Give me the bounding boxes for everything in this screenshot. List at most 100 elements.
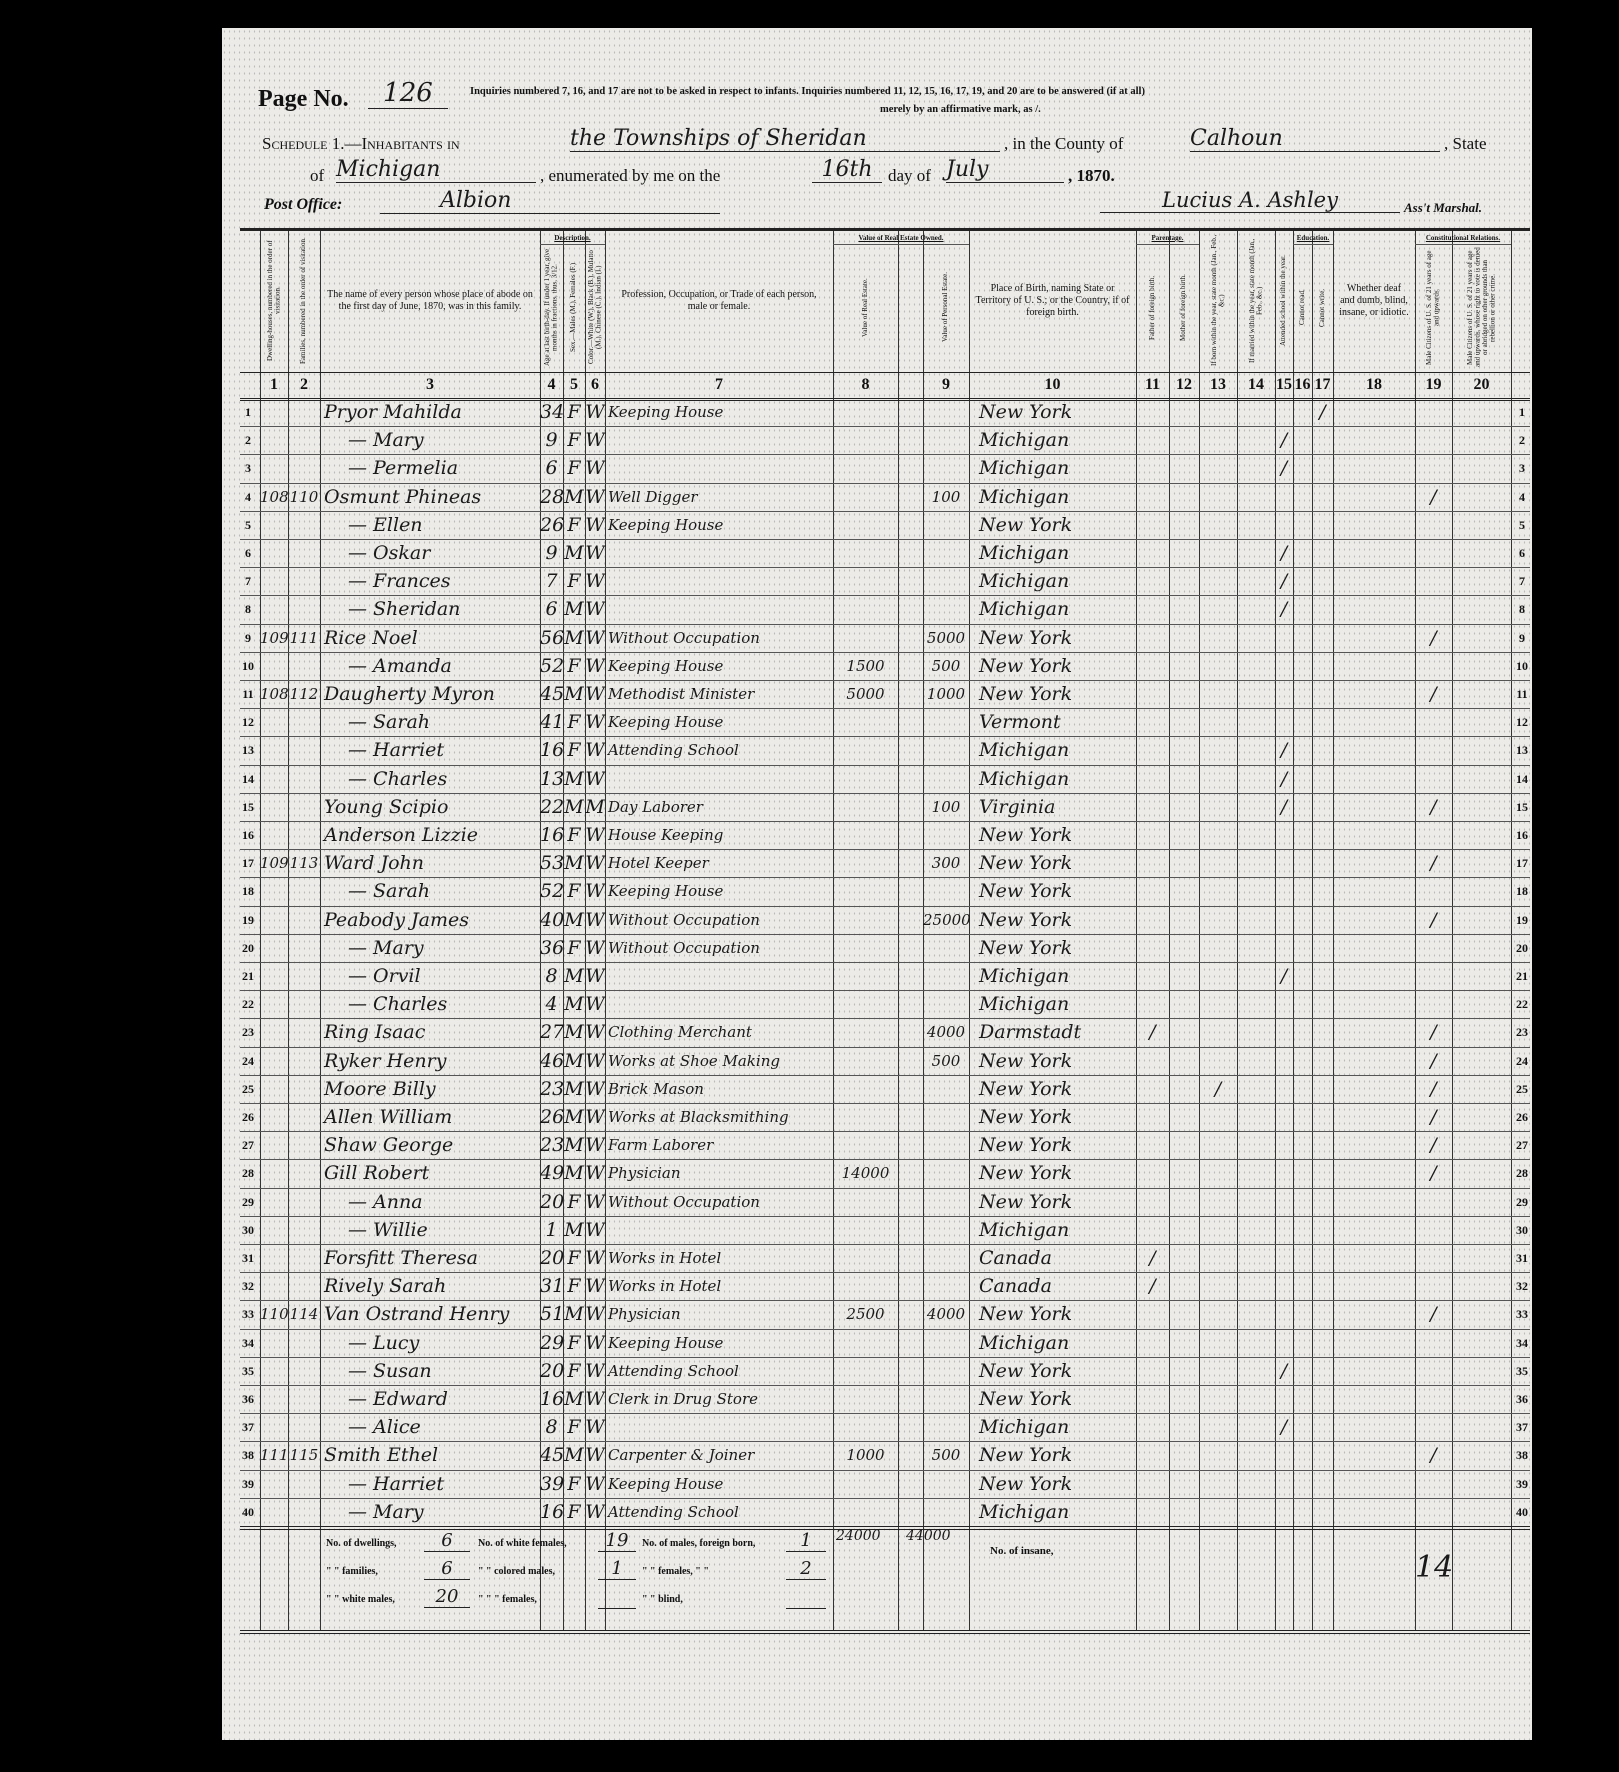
row-rule [240, 539, 1530, 540]
attended-school-mark: / [1280, 429, 1288, 452]
marshal-label: Ass't Marshal. [1404, 200, 1483, 215]
column-header-c2: Families, numbered in the order of visit… [288, 232, 320, 369]
column-header-text: If married within the year, state month … [1247, 238, 1264, 363]
page-number: 126 [368, 78, 448, 109]
birthplace: Michigan [979, 570, 1070, 593]
sex: F [567, 739, 581, 762]
line-number-right: 8 [1519, 602, 1525, 617]
line-number-right: 27 [1516, 1138, 1528, 1153]
insane-label: No. of insane, [990, 1545, 1054, 1557]
column-number: 16 [1294, 376, 1311, 393]
sex: F [567, 654, 581, 677]
father-foreign-mark: / [1149, 1021, 1156, 1044]
column-divider [969, 228, 970, 1630]
family-number: 112 [289, 685, 319, 703]
page-label: Page No. [258, 86, 349, 112]
state-field: Michigan [336, 157, 536, 183]
color: W [585, 1077, 605, 1100]
sex: F [567, 1416, 581, 1439]
line-number-right: 20 [1516, 940, 1528, 955]
row-rule [240, 708, 1530, 710]
age: 8 [545, 965, 558, 987]
color: W [585, 852, 605, 875]
sex: M [564, 1303, 584, 1326]
sex: M [564, 1218, 584, 1241]
row-rule [240, 595, 1530, 597]
line-number-left: 20 [242, 940, 254, 955]
column-divider [540, 228, 541, 1630]
occupation: Keeping House [608, 515, 724, 534]
personal-estate-value: 300 [931, 854, 961, 873]
line-number-right: 29 [1516, 1194, 1528, 1209]
attended-school-mark: / [1280, 457, 1288, 480]
color: W [585, 626, 605, 649]
column-number: 18 [1366, 376, 1382, 393]
families-count: 6 [424, 1558, 470, 1580]
column-header-c18: Whether deaf and dumb, blind, insane, or… [1333, 232, 1415, 369]
number-row-rule [240, 398, 1530, 401]
sex: F [567, 880, 581, 903]
sex: M [564, 1049, 584, 1072]
person-name: Forsfitt Theresa [324, 1247, 478, 1269]
schedule-label: Schedule 1.—Inhabitants in [262, 134, 460, 153]
column-header-c11: Father of foreign birth. [1136, 246, 1169, 369]
occupation: Keeping House [608, 656, 724, 675]
row-rule [240, 567, 1530, 569]
row-rule [240, 764, 1530, 766]
age: 16 [540, 824, 565, 846]
age: 16 [540, 1388, 565, 1410]
color: W [585, 1049, 605, 1072]
occupation: Without Occupation [608, 910, 760, 929]
birthplace: Virginia [979, 795, 1056, 818]
person-name: Rively Sarah [324, 1275, 447, 1298]
line-number-right: 26 [1516, 1110, 1528, 1124]
family-number: 111 [289, 628, 319, 647]
birthplace: Michigan [979, 965, 1070, 987]
color: W [585, 654, 605, 677]
families-label: " " families, [326, 1566, 378, 1577]
dwelling-number: 108 [260, 487, 289, 506]
birthplace: New York [979, 1106, 1073, 1128]
column-divider [923, 228, 924, 1630]
row-rule [240, 1215, 1530, 1217]
age: 56 [540, 626, 565, 649]
column-header-text: Age at last birth-day. If under 1 year, … [543, 248, 559, 367]
row-rule [240, 1103, 1530, 1104]
real-estate-value: 14000 [841, 1164, 890, 1183]
line-number-left: 7 [245, 574, 251, 589]
age: 16 [540, 739, 565, 762]
sex: F [567, 570, 581, 593]
color: W [585, 1162, 605, 1185]
color: W [585, 1021, 605, 1044]
attended-school-mark: / [1280, 542, 1288, 564]
sex: M [564, 1444, 584, 1467]
person-name: Ring Isaac [324, 1021, 426, 1044]
age: 34 [540, 401, 565, 423]
line-number-right: 18 [1516, 884, 1528, 899]
blind-count [786, 1586, 826, 1609]
group-rule [1415, 244, 1511, 245]
sex: F [567, 824, 581, 846]
color: W [585, 1444, 605, 1467]
male-citizen-mark: / [1430, 908, 1437, 931]
day-field: 16th [812, 157, 882, 183]
constitutional-group-header: Constitutional Relations. [1425, 234, 1501, 242]
age: 1 [545, 1218, 558, 1241]
occupation: Keeping House [608, 882, 724, 901]
occupation: Keeping House [608, 1333, 724, 1352]
occupation: Works at Blacksmithing [608, 1108, 789, 1126]
line-number-left: 18 [242, 884, 254, 899]
sex: F [567, 1190, 581, 1213]
age: 9 [545, 542, 558, 564]
age: 16 [540, 1500, 565, 1523]
line-number-left: 2 [245, 433, 251, 448]
line-number-right: 33 [1516, 1307, 1528, 1322]
line-number-left: 34 [242, 1335, 254, 1350]
line-number-left: 33 [242, 1307, 254, 1322]
male-citizen-mark: / [1430, 626, 1437, 649]
sex: F [567, 711, 581, 734]
description-group-header: Description. [554, 234, 591, 242]
column-header-c8: Value of Real Estate. [833, 246, 898, 369]
row-rule [240, 1441, 1530, 1443]
dwellings-count: 6 [424, 1530, 470, 1552]
